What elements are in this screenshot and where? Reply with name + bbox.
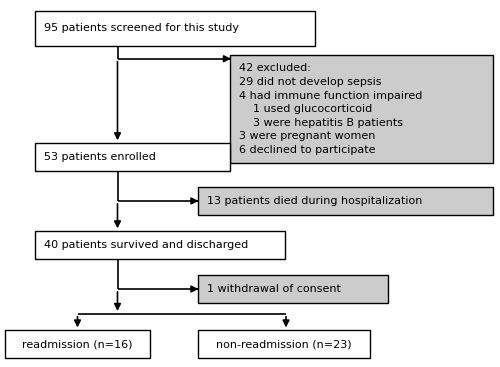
Text: 13 patients died during hospitalization: 13 patients died during hospitalization <box>206 196 422 206</box>
Text: 53 patients enrolled: 53 patients enrolled <box>44 152 156 162</box>
FancyBboxPatch shape <box>198 187 492 215</box>
FancyBboxPatch shape <box>230 55 492 163</box>
Text: 1 withdrawal of consent: 1 withdrawal of consent <box>206 284 340 294</box>
Text: non-readmission (n=23): non-readmission (n=23) <box>216 339 352 349</box>
Text: 40 patients survived and discharged: 40 patients survived and discharged <box>44 240 248 250</box>
FancyBboxPatch shape <box>35 143 230 171</box>
Text: 95 patients screened for this study: 95 patients screened for this study <box>44 23 239 33</box>
FancyBboxPatch shape <box>35 231 285 259</box>
FancyBboxPatch shape <box>198 330 370 358</box>
FancyBboxPatch shape <box>35 11 315 46</box>
FancyBboxPatch shape <box>5 330 150 358</box>
Text: 42 excluded:
29 did not develop sepsis
4 had immune function impaired
    1 used: 42 excluded: 29 did not develop sepsis 4… <box>239 63 422 155</box>
FancyBboxPatch shape <box>198 275 388 303</box>
Text: readmission (n=16): readmission (n=16) <box>22 339 133 349</box>
